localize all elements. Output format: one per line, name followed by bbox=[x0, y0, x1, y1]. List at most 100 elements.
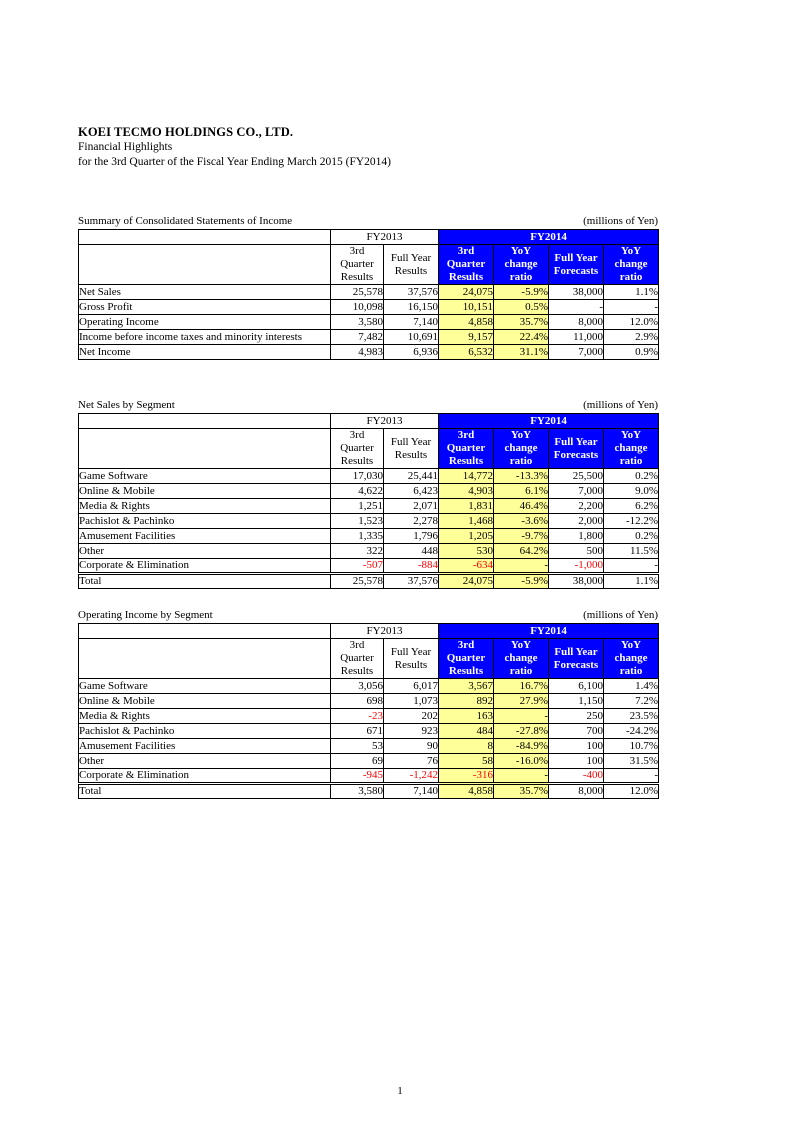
table-row: Online & Mobile 4,622 6,423 4,903 6.1% 7,000 9… bbox=[78, 483, 660, 499]
column-header-fy2014-yoy-change-ratio-line-3: ratio bbox=[509, 665, 533, 677]
table-row: Pachislot & Pachinko 1,523 2,278 1,468 -3.6%… bbox=[78, 513, 660, 529]
cell-value: 16,150 bbox=[383, 299, 439, 315]
cell-value: 3,580 bbox=[330, 314, 384, 330]
cell-value: 25,578 bbox=[330, 572, 384, 589]
cell-value: 1,468 bbox=[438, 513, 494, 529]
cell-value: 7,140 bbox=[383, 782, 439, 799]
cell-value: 1,831 bbox=[438, 498, 494, 514]
cell-value: 64.2% bbox=[493, 543, 549, 559]
column-header-fy2014-forecast-yoy-change-ratio-line-1: YoY bbox=[620, 429, 642, 441]
column-header-fy2013-full-year-results-line-2: Results bbox=[394, 658, 428, 671]
cell-value: 8,000 bbox=[548, 782, 604, 799]
cell-value: 46.4% bbox=[493, 498, 549, 514]
cell-value: 4,622 bbox=[330, 483, 384, 499]
row-label: Total bbox=[78, 782, 331, 799]
cell-value: 7,000 bbox=[548, 483, 604, 499]
column-header-fy2014-forecast-yoy-change-ratio-line-3: ratio bbox=[619, 665, 643, 677]
cell-value: 7,000 bbox=[548, 344, 604, 360]
cell-value: 53 bbox=[330, 738, 384, 754]
column-header-fy2013-full-year-results: Full Year Results bbox=[383, 638, 439, 679]
cell-value: -945 bbox=[330, 768, 384, 784]
cell-value: 322 bbox=[330, 543, 384, 559]
cell-value: 4,903 bbox=[438, 483, 494, 499]
row-label: Corporate & Elimination bbox=[78, 558, 331, 574]
cell-value: 25,500 bbox=[548, 468, 604, 484]
column-header-fy2014-yoy-change-ratio-line-1: YoY bbox=[510, 245, 532, 257]
cell-value: 24,075 bbox=[438, 572, 494, 589]
document-subtitle-1: Financial Highlights bbox=[78, 141, 173, 153]
column-header-fy2013-q3-results-line-2: Quarter bbox=[340, 652, 374, 664]
cell-value: 1,523 bbox=[330, 513, 384, 529]
cell-value: 698 bbox=[330, 693, 384, 709]
cell-value: 6.2% bbox=[602, 498, 660, 514]
company-name: KOEI TECMO HOLDINGS CO., LTD. bbox=[78, 125, 294, 139]
cell-value: 16.7% bbox=[493, 678, 549, 694]
cell-value: 2,200 bbox=[548, 498, 604, 514]
cell-value: 671 bbox=[330, 723, 384, 739]
column-header-fy2013-full-year-results-line-1: Full Year bbox=[390, 645, 432, 658]
cell-value: 10,098 bbox=[330, 299, 384, 315]
cell-value: 14,772 bbox=[438, 468, 494, 484]
row-label: Other bbox=[78, 543, 331, 559]
column-header-fy2014-q3-results-line-2: Quarter bbox=[446, 258, 486, 270]
cell-value: 23.5% bbox=[602, 708, 660, 724]
cell-value: 9.0% bbox=[602, 483, 660, 499]
cell-value: 25,441 bbox=[383, 468, 439, 484]
cell-value: -5.9% bbox=[493, 284, 549, 300]
table-unit-note: (millions of Yen) bbox=[583, 609, 658, 621]
column-header-fy2014-full-year-forecasts-line-2: Forecasts bbox=[553, 658, 599, 671]
column-header-fy2014-q3-results-line-1: 3rd bbox=[457, 245, 475, 257]
cell-value: 0.2% bbox=[602, 528, 660, 544]
cell-value: 12.0% bbox=[602, 782, 660, 799]
cell-value: - bbox=[548, 299, 604, 315]
row-label: Pachislot & Pachinko bbox=[78, 723, 331, 739]
column-header-fy2014-forecast-yoy-change-ratio-line-2: change bbox=[614, 652, 648, 664]
column-header-fy2014-full-year-forecasts-line-1: Full Year bbox=[554, 435, 598, 448]
cell-value: 58 bbox=[438, 753, 494, 769]
table-caption-row: Operating Income by Segment (millions of … bbox=[78, 608, 658, 623]
cell-value: 27.9% bbox=[493, 693, 549, 709]
cell-value: 31.1% bbox=[493, 344, 549, 360]
row-label: Game Software bbox=[78, 678, 331, 694]
cell-value: 448 bbox=[383, 543, 439, 559]
cell-value: 1.4% bbox=[602, 678, 660, 694]
cell-value: 11,000 bbox=[548, 329, 604, 345]
cell-value: -84.9% bbox=[493, 738, 549, 754]
cell-value: 22.4% bbox=[493, 329, 549, 345]
table-corner-cell bbox=[78, 623, 331, 639]
cell-value: 17,030 bbox=[330, 468, 384, 484]
column-header-fy2013-q3-results-line-3: Results bbox=[340, 271, 374, 283]
column-header-fy2013-full-year-results-line-1: Full Year bbox=[390, 435, 432, 448]
table-row: Pachislot & Pachinko 671 923 484 -27.8% 700 -2… bbox=[78, 723, 660, 739]
column-header-fy2013-q3-results-line-2: Quarter bbox=[340, 258, 374, 270]
column-header-fy2014-full-year-forecasts-line-2: Forecasts bbox=[553, 264, 599, 277]
column-group-fy2014: FY2014 bbox=[437, 623, 660, 639]
cell-value: 500 bbox=[548, 543, 604, 559]
table-row: Operating Income 3,580 7,140 4,858 35.7% 8,00… bbox=[78, 314, 660, 330]
cell-value: 7.2% bbox=[602, 693, 660, 709]
cell-value: 1,205 bbox=[438, 528, 494, 544]
table-row: Other 322 448 530 64.2% 500 11.5% bbox=[78, 543, 660, 559]
cell-value: 10,691 bbox=[383, 329, 439, 345]
column-header-fy2014-forecast-yoy-change-ratio-line-1: YoY bbox=[620, 245, 642, 257]
table-corner-cell-lower bbox=[78, 638, 331, 679]
cell-value: 9,157 bbox=[438, 329, 494, 345]
cell-value: 2,278 bbox=[383, 513, 439, 529]
table-caption: Operating Income by Segment bbox=[78, 609, 213, 621]
cell-value: 2,000 bbox=[548, 513, 604, 529]
financial-table: FY2013 FY2014 3rd Quarter Results Full Year Re… bbox=[78, 229, 660, 360]
cell-value: 4,983 bbox=[330, 344, 384, 360]
column-header-fy2013-q3-results-line-3: Results bbox=[340, 455, 374, 467]
column-header-fy2013-full-year-results-line-1: Full Year bbox=[390, 251, 432, 264]
cell-value: - bbox=[602, 299, 660, 315]
column-header-fy2014-full-year-forecasts: Full Year Forecasts bbox=[548, 638, 604, 679]
column-header-fy2013-q3-results: 3rd Quarter Results bbox=[330, 638, 384, 679]
cell-value: 530 bbox=[438, 543, 494, 559]
cell-value: 3,056 bbox=[330, 678, 384, 694]
cell-value: - bbox=[493, 768, 549, 784]
table-row: Media & Rights 1,251 2,071 1,831 46.4% 2,200 6… bbox=[78, 498, 660, 514]
table-row: Net Income 4,983 6,936 6,532 31.1% 7,000 0.9% bbox=[78, 344, 660, 360]
column-header-fy2014-yoy-change-ratio-line-3: ratio bbox=[509, 271, 533, 283]
cell-value: 0.9% bbox=[602, 344, 660, 360]
column-header-fy2014-forecast-yoy-change-ratio: YoY change ratio bbox=[602, 428, 660, 469]
